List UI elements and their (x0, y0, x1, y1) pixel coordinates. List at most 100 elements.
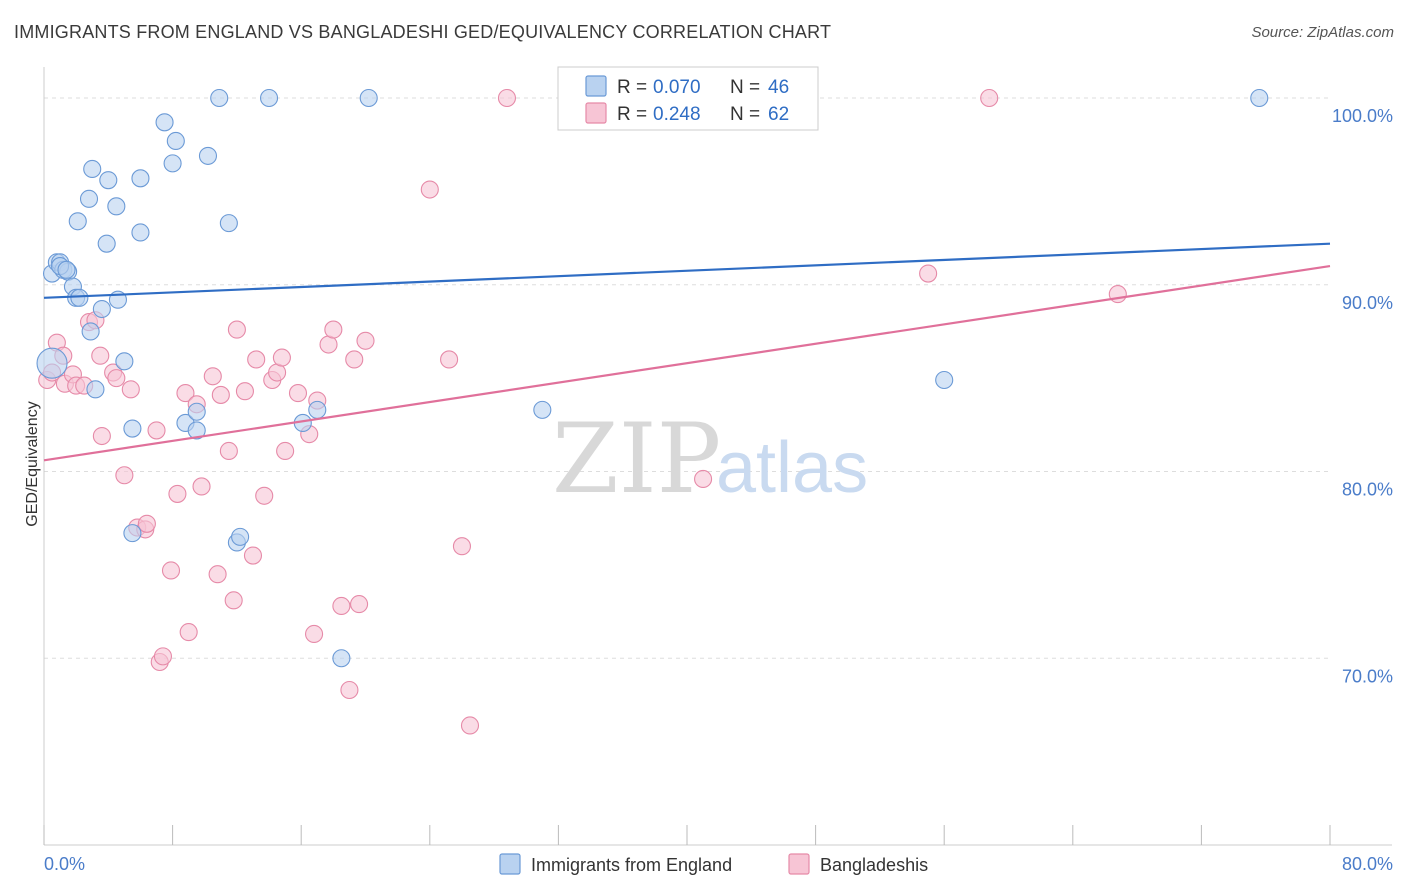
bangla-point-11 (92, 426, 111, 446)
england-point-13 (92, 299, 111, 319)
bangla-point-36 (247, 350, 266, 369)
bottom-legend: Immigrants from England Bangladeshis (499, 853, 928, 875)
bottom-legend-england: Immigrants from England (531, 855, 732, 875)
england-point-45 (68, 212, 87, 231)
bangla-point-57 (497, 88, 517, 108)
england-point-18 (115, 352, 134, 371)
trend-lines (43, 242, 1331, 462)
bangla-point-58 (694, 469, 713, 489)
tick-labels: 70.0% 80.0% 90.0% 100.0% 0.0% 80.0% (44, 106, 1393, 874)
bangla-point-59 (919, 264, 938, 283)
england-point-0 (36, 347, 68, 379)
bangla-point-54 (440, 350, 459, 369)
england-point-37 (332, 649, 351, 668)
bangla-point-41 (276, 441, 295, 461)
england-point-36 (308, 400, 327, 419)
legend-n-value-bangla: 62 (768, 104, 789, 125)
bangla-point-21 (153, 647, 173, 666)
y-tick-label-1: 80.0% (1342, 480, 1393, 500)
bangla-point-13 (107, 369, 126, 388)
bangla-point-33 (227, 320, 246, 339)
england-point-25 (166, 131, 185, 151)
y-tick-label-2: 90.0% (1342, 293, 1393, 313)
england-point-42 (1250, 88, 1269, 108)
england-point-24 (163, 154, 182, 173)
england-point-41 (935, 370, 954, 390)
bottom-legend-swatch-bangla (788, 853, 810, 875)
x-tick-label-0: 0.0% (44, 854, 85, 874)
bangla-point-35 (243, 546, 263, 565)
england-point-27 (187, 402, 206, 421)
england-point-33 (231, 527, 250, 546)
bangla-point-44 (305, 624, 324, 644)
chart-title: IMMIGRANTS FROM ENGLAND VS BANGLADESHI G… (14, 22, 832, 42)
england-point-31 (219, 214, 238, 233)
bangla-point-37 (255, 486, 274, 505)
england-point-12 (86, 380, 105, 399)
bangla-point-27 (192, 477, 211, 496)
bangla-point-42 (288, 384, 308, 403)
england-point-29 (198, 146, 218, 165)
source-label: Source: ZipAtlas.com (1251, 24, 1394, 41)
bangla-point-50 (345, 350, 364, 369)
bangla-point-22 (161, 561, 181, 580)
bangla-point-52 (356, 331, 375, 350)
bangla-point-40 (272, 348, 291, 367)
england-point-20 (123, 524, 142, 543)
england-point-16 (107, 197, 126, 216)
legend-r-label-england: R = (617, 77, 647, 98)
legend-r-label-bangla: R = (617, 104, 647, 125)
legend-swatch-bangla (585, 102, 607, 124)
england-point-23 (155, 113, 174, 132)
bangla-point-29 (208, 565, 227, 584)
bottom-legend-bangla: Bangladeshis (820, 855, 928, 875)
legend-swatch-england (585, 75, 607, 97)
england-point-9 (79, 189, 99, 208)
bangla-point-15 (121, 380, 140, 399)
bangla-point-28 (203, 367, 222, 386)
bangla-point-48 (332, 596, 351, 616)
bangla-point-19 (147, 421, 166, 440)
bangla-point-31 (219, 441, 238, 461)
gridlines (44, 97, 1330, 659)
bangla-point-14 (115, 466, 134, 485)
bangla-point-25 (179, 623, 198, 642)
watermark-zip: ZIP (552, 403, 721, 515)
legend-box: R = 0.070 N = 46 R = 0.248 N = 62 (557, 66, 819, 131)
watermark: ZIP atlas (552, 403, 868, 515)
england-point-34 (259, 88, 279, 108)
england-point-22 (131, 223, 150, 242)
legend-r-value-bangla: 0.248 (653, 104, 701, 125)
bangla-point-34 (235, 382, 254, 401)
watermark-atlas: atlas (716, 428, 868, 508)
bangla-point-60 (980, 88, 999, 108)
bangla-point-55 (452, 537, 472, 556)
bangla-point-49 (340, 680, 359, 700)
bangla-point-47 (324, 320, 343, 339)
axes (43, 67, 1392, 846)
england-point-19 (123, 419, 142, 438)
england-trend-line (43, 242, 1331, 299)
legend-n-label-england: N = (730, 77, 760, 98)
x-tick-label-1: 80.0% (1342, 854, 1393, 874)
legend-n-value-england: 46 (768, 77, 789, 98)
bangla-point-24 (176, 384, 195, 403)
england-point-44 (57, 260, 76, 279)
bangla-point-46 (319, 335, 338, 354)
england-point-8 (70, 288, 89, 307)
y-tick-label-3: 100.0% (1332, 106, 1393, 126)
bangla-trend-line (43, 264, 1331, 462)
bangla-point-53 (420, 180, 439, 199)
y-axis-label: GED/Equivalency (24, 401, 41, 526)
england-point-39 (533, 400, 552, 419)
legend-n-label-bangla: N = (730, 104, 760, 125)
bangla-point-39 (268, 363, 287, 382)
bangla-point-23 (168, 484, 187, 503)
y-tick-label-0: 70.0% (1342, 666, 1393, 686)
england-point-38 (359, 88, 378, 108)
bangla-point-32 (224, 591, 243, 610)
england-point-15 (99, 171, 118, 190)
bangla-point-10 (91, 346, 110, 365)
england-point-28 (187, 421, 206, 440)
